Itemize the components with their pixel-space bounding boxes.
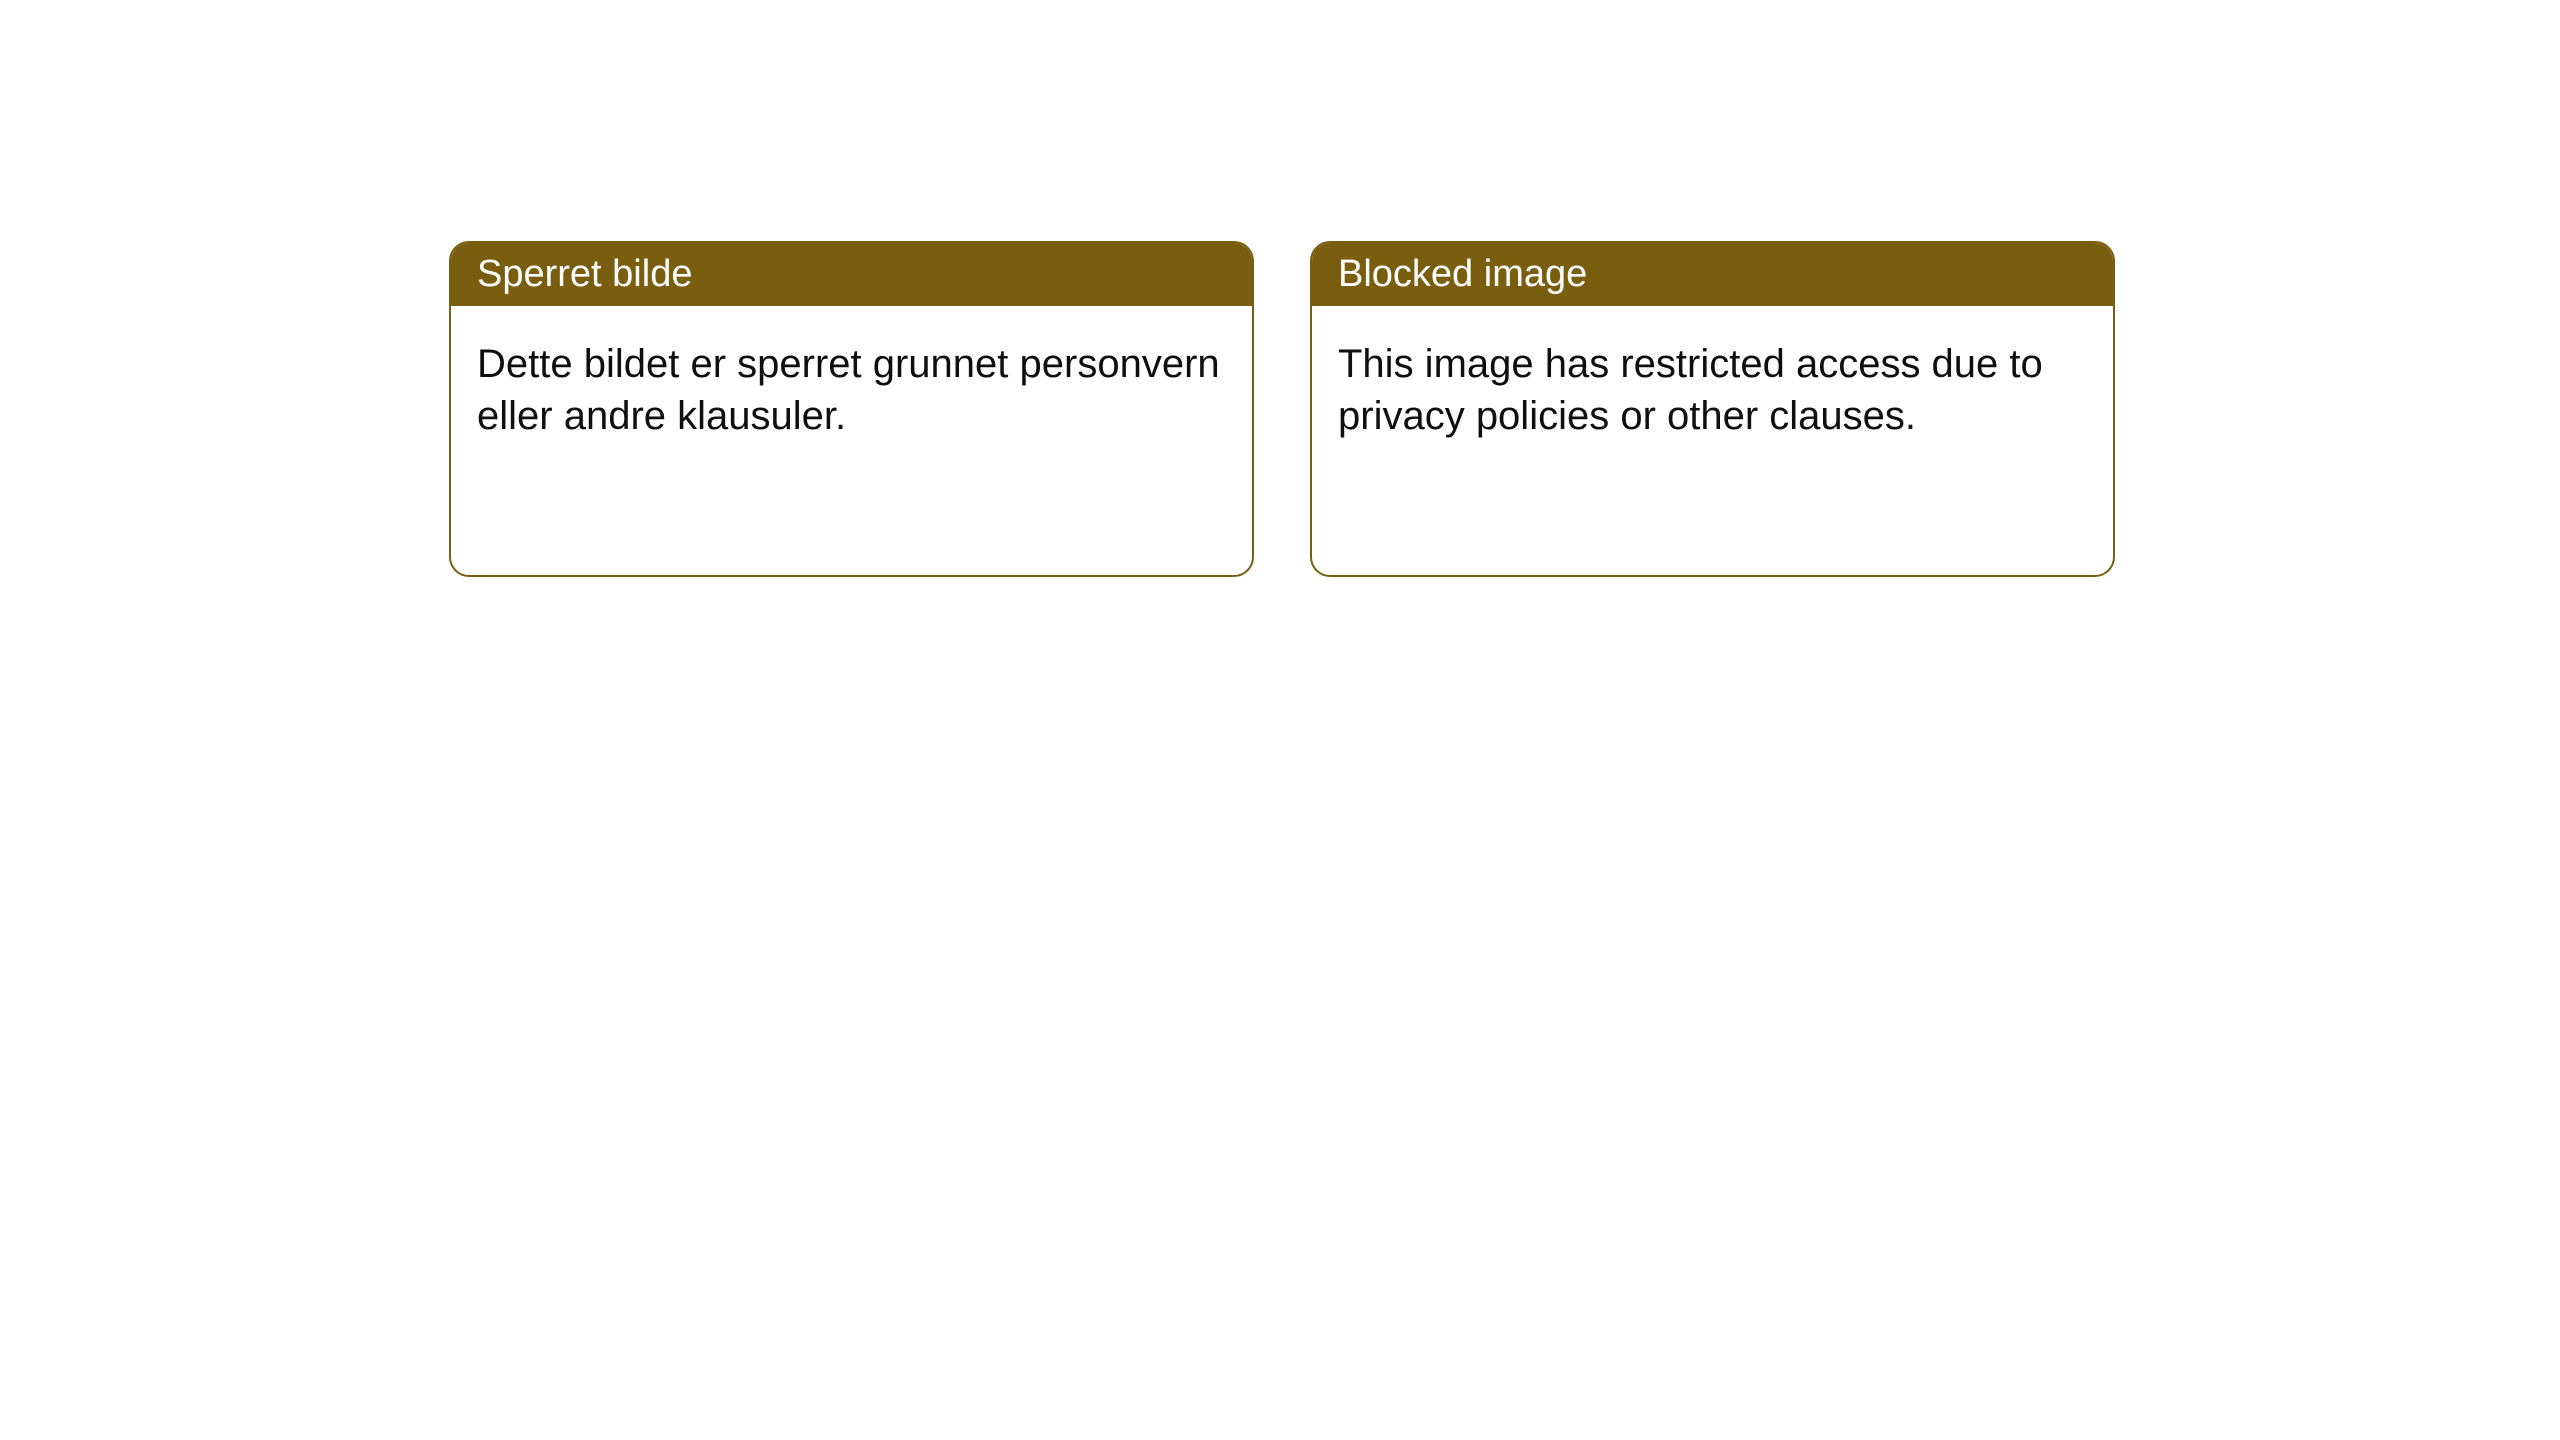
notice-message: This image has restricted access due to … (1338, 342, 2043, 438)
notice-container: Sperret bilde Dette bildet er sperret gr… (0, 0, 2560, 577)
notice-body: Dette bildet er sperret grunnet personve… (451, 306, 1252, 474)
notice-header: Sperret bilde (451, 243, 1252, 306)
notice-title: Sperret bilde (477, 253, 692, 295)
notice-header: Blocked image (1312, 243, 2113, 306)
notice-body: This image has restricted access due to … (1312, 306, 2113, 474)
notice-title: Blocked image (1338, 253, 1587, 295)
notice-card-norwegian: Sperret bilde Dette bildet er sperret gr… (449, 241, 1254, 577)
notice-card-english: Blocked image This image has restricted … (1310, 241, 2115, 577)
notice-message: Dette bildet er sperret grunnet personve… (477, 342, 1220, 438)
